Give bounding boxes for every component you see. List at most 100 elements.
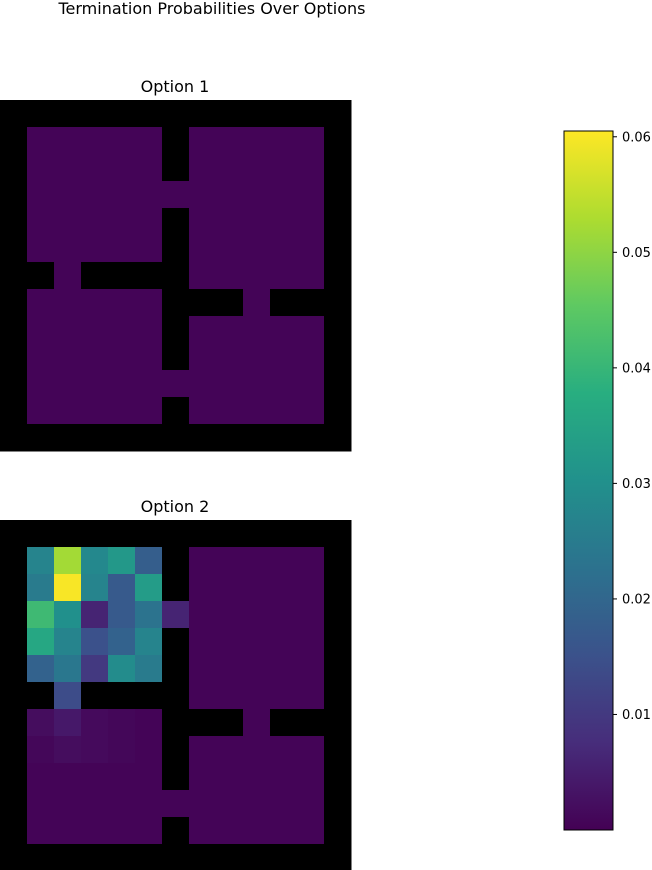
heatmap-cell <box>216 601 244 629</box>
wall-cell <box>0 736 28 764</box>
heatmap-cell <box>270 397 298 425</box>
heatmap-cell <box>54 736 82 764</box>
heatmap-cell <box>135 709 163 737</box>
heatmap-cell <box>135 601 163 629</box>
heatmap-cell <box>270 127 298 155</box>
wall-cell <box>135 844 163 870</box>
wall-cell <box>216 709 244 737</box>
heatmap-cell <box>243 235 271 263</box>
heatmap-cell <box>297 790 325 818</box>
wall-cell <box>162 547 190 575</box>
heatmap-cell <box>189 682 217 710</box>
heatmap-cell <box>243 343 271 371</box>
wall-cell <box>135 682 163 710</box>
wall-cell <box>324 397 352 425</box>
wall-cell <box>162 520 190 548</box>
wall-cell <box>162 844 190 870</box>
heatmap-cell <box>135 763 163 791</box>
heatmap-cell <box>81 316 109 344</box>
heatmap-cell <box>54 208 82 236</box>
wall-cell <box>297 424 325 452</box>
heatmap-cell <box>54 574 82 602</box>
heatmap-cell <box>135 343 163 371</box>
wall-cell <box>324 100 352 128</box>
wall-cell <box>162 100 190 128</box>
wall-cell <box>162 736 190 764</box>
wall-cell <box>324 655 352 683</box>
wall-cell <box>135 100 163 128</box>
heatmap-cell <box>81 397 109 425</box>
wall-cell <box>0 100 28 128</box>
wall-cell <box>162 817 190 845</box>
heatmap-cell <box>243 790 271 818</box>
heatmap-cell <box>216 316 244 344</box>
heatmap-cell <box>27 154 55 182</box>
colorbar: 0.01 0.02 0.03 0.04 0.05 0.06 <box>563 130 651 831</box>
heatmap-cell <box>54 235 82 263</box>
wall-cell <box>270 520 298 548</box>
heatmap-cell <box>54 370 82 398</box>
heatmap-cell <box>243 574 271 602</box>
wall-cell <box>0 316 28 344</box>
heatmap-cell <box>216 181 244 209</box>
heatmap-cell <box>135 817 163 845</box>
wall-cell <box>162 289 190 317</box>
wall-cell <box>324 628 352 656</box>
wall-cell <box>243 844 271 870</box>
heatmap-cell <box>216 736 244 764</box>
wall-cell <box>297 709 325 737</box>
wall-cell <box>270 844 298 870</box>
heatmap-cell <box>243 127 271 155</box>
wall-cell <box>324 574 352 602</box>
heatmap-cell <box>135 289 163 317</box>
wall-cell <box>108 100 136 128</box>
wall-cell <box>108 844 136 870</box>
heatmap-cell <box>108 154 136 182</box>
heatmap-cell <box>243 655 271 683</box>
wall-cell <box>0 235 28 263</box>
wall-cell <box>324 289 352 317</box>
wall-cell <box>162 316 190 344</box>
wall-cell <box>189 844 217 870</box>
heatmap-cell <box>27 208 55 236</box>
heatmap-cell <box>270 208 298 236</box>
wall-cell <box>297 100 325 128</box>
heatmap-cell <box>243 262 271 290</box>
wall-cell <box>81 262 109 290</box>
heatmap-cell <box>243 316 271 344</box>
wall-cell <box>162 628 190 656</box>
heatmap-cell <box>297 316 325 344</box>
wall-cell <box>324 682 352 710</box>
wall-cell <box>324 844 352 870</box>
wall-cell <box>54 844 82 870</box>
wall-cell <box>0 127 28 155</box>
wall-cell <box>324 547 352 575</box>
heatmap-cell <box>108 709 136 737</box>
heatmap-cell <box>135 397 163 425</box>
wall-cell <box>135 262 163 290</box>
colorbar-tick-label: 0.04 <box>622 361 651 376</box>
wall-cell <box>0 844 28 870</box>
heatmap-cell <box>54 262 82 290</box>
wall-cell <box>0 709 28 737</box>
heatmap-cell <box>297 370 325 398</box>
panel-title-option-1: Option 1 <box>141 77 210 96</box>
wall-cell <box>0 424 28 452</box>
heatmap-cell <box>27 397 55 425</box>
wall-cell <box>162 127 190 155</box>
heatmap-cell <box>189 154 217 182</box>
heatmap-cell <box>297 127 325 155</box>
heatmap-cell <box>27 127 55 155</box>
colorbar-tick-label: 0.01 <box>622 708 651 723</box>
heatmap-cell <box>108 655 136 683</box>
wall-cell <box>0 208 28 236</box>
heatmap-cell <box>27 235 55 263</box>
wall-cell <box>27 682 55 710</box>
heatmap-cell <box>108 397 136 425</box>
heatmap-cell <box>243 547 271 575</box>
heatmap-cell <box>297 208 325 236</box>
wall-cell <box>216 520 244 548</box>
heatmap-cell <box>135 655 163 683</box>
wall-cell <box>0 343 28 371</box>
wall-cell <box>81 520 109 548</box>
